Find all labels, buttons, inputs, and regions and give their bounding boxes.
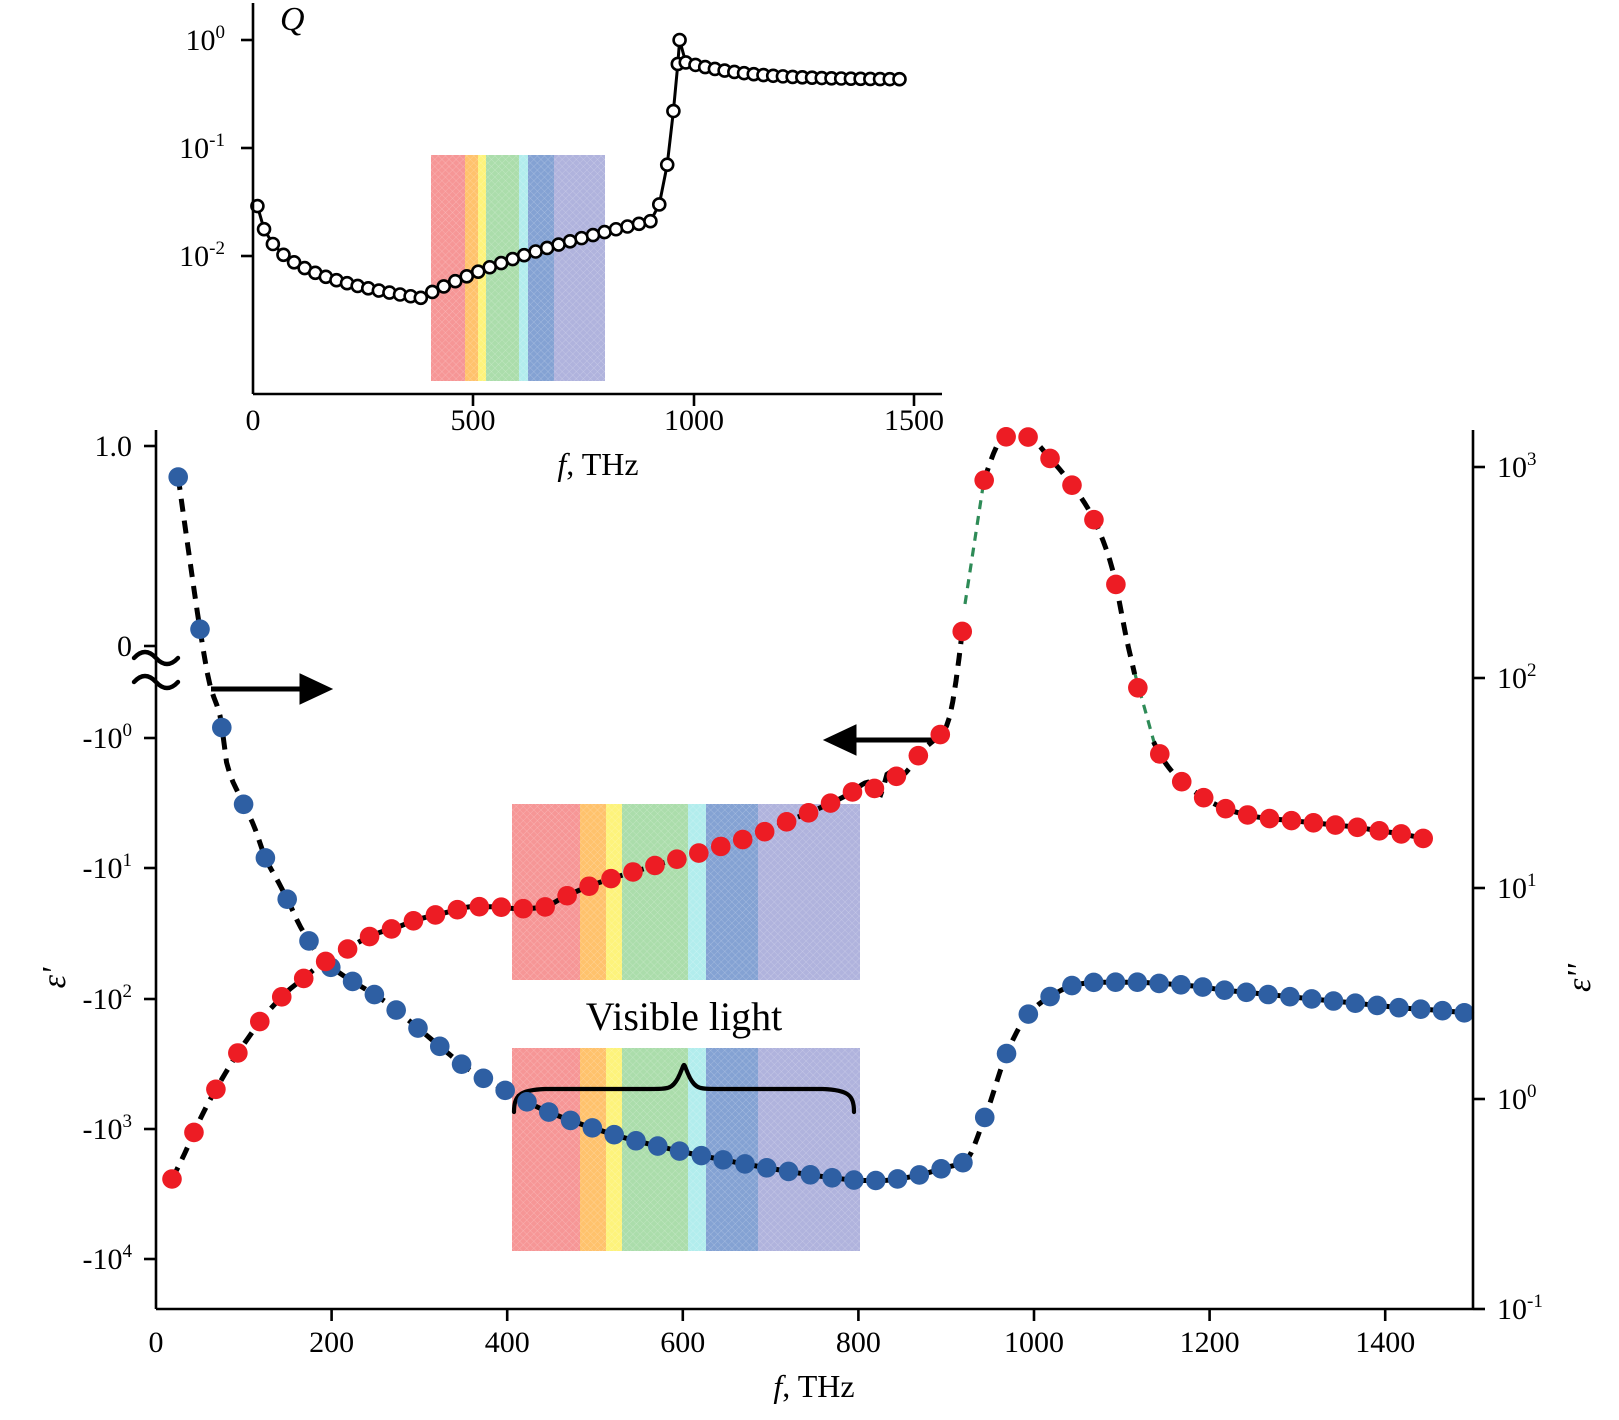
svg-text:-100: -100 [83, 720, 133, 755]
svg-text:10-2: 10-2 [179, 238, 225, 273]
svg-text:0: 0 [246, 404, 261, 437]
svg-text:1000: 1000 [664, 404, 724, 437]
svg-text:1500: 1500 [884, 404, 944, 437]
svg-text:f, THz: f, THz [557, 446, 638, 482]
svg-text:100: 100 [186, 22, 226, 57]
svg-text:10-1: 10-1 [179, 130, 225, 165]
svg-text:0: 0 [149, 1326, 164, 1359]
svg-text:1.0: 1.0 [95, 430, 133, 463]
svg-text:-104: -104 [83, 1241, 133, 1276]
svg-text:0: 0 [117, 630, 132, 663]
svg-text:400: 400 [485, 1326, 530, 1359]
svg-text:102: 102 [1497, 660, 1537, 695]
svg-text:500: 500 [451, 404, 496, 437]
svg-text:100: 100 [1497, 1081, 1537, 1116]
svg-text:10-1: 10-1 [1497, 1291, 1543, 1326]
svg-text:1400: 1400 [1355, 1326, 1415, 1359]
svg-text:103: 103 [1497, 449, 1537, 484]
svg-text:101: 101 [1497, 870, 1537, 905]
svg-text:Visible light: Visible light [586, 994, 782, 1039]
svg-text:600: 600 [660, 1326, 705, 1359]
svg-text:f, THz: f, THz [773, 1368, 854, 1404]
svg-text:800: 800 [836, 1326, 881, 1359]
svg-text:1200: 1200 [1180, 1326, 1240, 1359]
svg-text:ε'': ε'' [1561, 963, 1598, 992]
svg-text:-102: -102 [83, 981, 133, 1016]
svg-text:ε': ε' [36, 967, 73, 988]
svg-text:-103: -103 [83, 1111, 133, 1146]
svg-text:200: 200 [309, 1326, 354, 1359]
svg-text:1000: 1000 [1004, 1326, 1064, 1359]
svg-text:Q: Q [280, 1, 305, 38]
svg-text:-101: -101 [83, 850, 133, 885]
